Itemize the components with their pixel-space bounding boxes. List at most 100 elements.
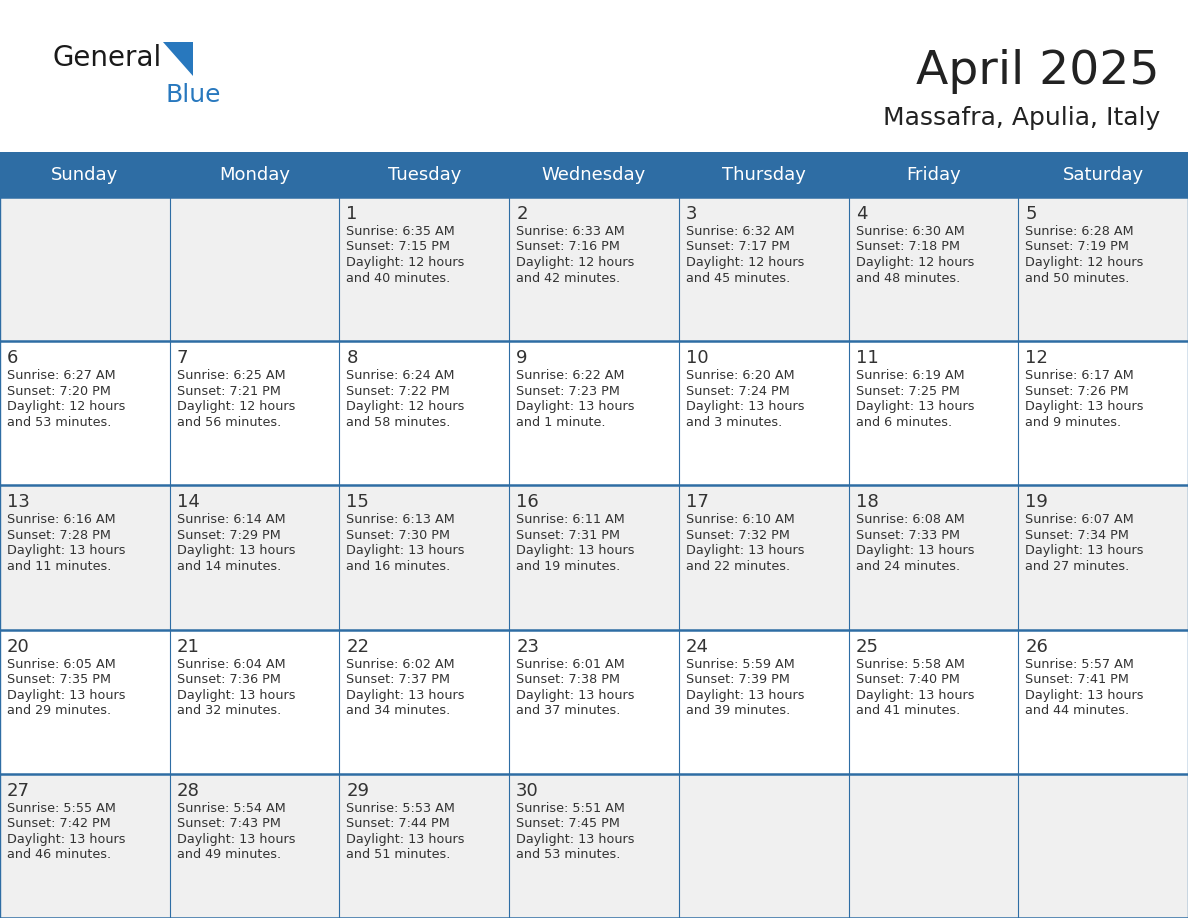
Text: Daylight: 12 hours: Daylight: 12 hours [855,256,974,269]
Text: and 9 minutes.: and 9 minutes. [1025,416,1121,429]
Bar [0,630,1188,774]
Text: Daylight: 12 hours: Daylight: 12 hours [7,400,126,413]
Text: Daylight: 13 hours: Daylight: 13 hours [7,544,126,557]
Bar [0,774,1188,918]
Text: 6: 6 [7,349,18,367]
Text: and 45 minutes.: and 45 minutes. [685,272,790,285]
Text: and 53 minutes.: and 53 minutes. [7,416,112,429]
Text: Sunset: 7:32 PM: Sunset: 7:32 PM [685,529,790,542]
Text: Sunrise: 6:16 AM: Sunrise: 6:16 AM [7,513,115,526]
Text: 28: 28 [177,782,200,800]
Text: Daylight: 13 hours: Daylight: 13 hours [347,544,465,557]
Text: Daylight: 13 hours: Daylight: 13 hours [7,833,126,845]
Text: and 51 minutes.: and 51 minutes. [347,848,450,861]
Text: Sunset: 7:45 PM: Sunset: 7:45 PM [516,817,620,830]
Text: and 14 minutes.: and 14 minutes. [177,560,282,573]
Text: Daylight: 13 hours: Daylight: 13 hours [685,400,804,413]
Text: 19: 19 [1025,493,1048,511]
Text: Sunrise: 6:25 AM: Sunrise: 6:25 AM [177,369,285,382]
Text: Daylight: 12 hours: Daylight: 12 hours [347,256,465,269]
Text: and 49 minutes.: and 49 minutes. [177,848,280,861]
Text: and 46 minutes.: and 46 minutes. [7,848,112,861]
Text: Sunset: 7:21 PM: Sunset: 7:21 PM [177,385,280,397]
Text: Sunrise: 6:04 AM: Sunrise: 6:04 AM [177,657,285,671]
Text: Sunset: 7:25 PM: Sunset: 7:25 PM [855,385,960,397]
Text: 17: 17 [685,493,709,511]
Text: Daylight: 12 hours: Daylight: 12 hours [347,400,465,413]
Text: 29: 29 [347,782,369,800]
Text: Thursday: Thursday [722,165,805,184]
Text: and 3 minutes.: and 3 minutes. [685,416,782,429]
Text: April 2025: April 2025 [916,50,1159,95]
Text: 23: 23 [516,638,539,655]
Text: Sunrise: 6:28 AM: Sunrise: 6:28 AM [1025,225,1133,238]
Text: and 24 minutes.: and 24 minutes. [855,560,960,573]
Text: Daylight: 13 hours: Daylight: 13 hours [855,688,974,701]
Text: Daylight: 12 hours: Daylight: 12 hours [1025,256,1144,269]
Text: Sunrise: 6:24 AM: Sunrise: 6:24 AM [347,369,455,382]
Text: 9: 9 [516,349,527,367]
Text: Sunrise: 5:55 AM: Sunrise: 5:55 AM [7,801,116,815]
Text: and 37 minutes.: and 37 minutes. [516,704,620,717]
Text: Sunset: 7:36 PM: Sunset: 7:36 PM [177,673,280,686]
Text: Sunset: 7:22 PM: Sunset: 7:22 PM [347,385,450,397]
Text: Sunrise: 6:08 AM: Sunrise: 6:08 AM [855,513,965,526]
Text: Daylight: 12 hours: Daylight: 12 hours [177,400,295,413]
Bar [0,197,1188,341]
Text: Sunset: 7:20 PM: Sunset: 7:20 PM [7,385,110,397]
Text: Daylight: 12 hours: Daylight: 12 hours [685,256,804,269]
Text: Daylight: 13 hours: Daylight: 13 hours [347,833,465,845]
Text: and 58 minutes.: and 58 minutes. [347,416,450,429]
Text: Sunset: 7:38 PM: Sunset: 7:38 PM [516,673,620,686]
Text: and 32 minutes.: and 32 minutes. [177,704,282,717]
Text: Sunset: 7:34 PM: Sunset: 7:34 PM [1025,529,1129,542]
Text: Sunset: 7:42 PM: Sunset: 7:42 PM [7,817,110,830]
Text: and 27 minutes.: and 27 minutes. [1025,560,1130,573]
Text: 26: 26 [1025,638,1048,655]
Text: Daylight: 13 hours: Daylight: 13 hours [516,688,634,701]
Text: Massafra, Apulia, Italy: Massafra, Apulia, Italy [883,106,1159,130]
Text: and 48 minutes.: and 48 minutes. [855,272,960,285]
Text: 24: 24 [685,638,709,655]
Text: Sunset: 7:43 PM: Sunset: 7:43 PM [177,817,280,830]
Text: Sunrise: 6:32 AM: Sunrise: 6:32 AM [685,225,795,238]
Text: 25: 25 [855,638,879,655]
Text: Friday: Friday [906,165,961,184]
Text: and 53 minutes.: and 53 minutes. [516,848,620,861]
Text: and 39 minutes.: and 39 minutes. [685,704,790,717]
Text: Sunset: 7:30 PM: Sunset: 7:30 PM [347,529,450,542]
Text: Daylight: 13 hours: Daylight: 13 hours [177,688,295,701]
Text: and 29 minutes.: and 29 minutes. [7,704,112,717]
Text: Sunset: 7:26 PM: Sunset: 7:26 PM [1025,385,1129,397]
Bar [0,152,1188,197]
Text: and 16 minutes.: and 16 minutes. [347,560,450,573]
Text: Daylight: 13 hours: Daylight: 13 hours [177,544,295,557]
Text: Daylight: 12 hours: Daylight: 12 hours [516,256,634,269]
Text: 11: 11 [855,349,878,367]
Text: 7: 7 [177,349,188,367]
Text: Sunset: 7:19 PM: Sunset: 7:19 PM [1025,241,1129,253]
Text: Sunset: 7:35 PM: Sunset: 7:35 PM [7,673,110,686]
Text: 5: 5 [1025,205,1037,223]
Text: and 6 minutes.: and 6 minutes. [855,416,952,429]
Text: Daylight: 13 hours: Daylight: 13 hours [516,833,634,845]
Text: Sunrise: 5:51 AM: Sunrise: 5:51 AM [516,801,625,815]
Text: Sunrise: 6:19 AM: Sunrise: 6:19 AM [855,369,965,382]
Text: Daylight: 13 hours: Daylight: 13 hours [1025,400,1144,413]
Text: Blue: Blue [165,83,221,107]
Text: Daylight: 13 hours: Daylight: 13 hours [177,833,295,845]
Text: Sunset: 7:31 PM: Sunset: 7:31 PM [516,529,620,542]
Text: Tuesday: Tuesday [387,165,461,184]
Text: 15: 15 [347,493,369,511]
Polygon shape [163,42,192,76]
Text: 21: 21 [177,638,200,655]
Text: Sunrise: 6:11 AM: Sunrise: 6:11 AM [516,513,625,526]
Text: Daylight: 13 hours: Daylight: 13 hours [347,688,465,701]
Text: Sunrise: 6:05 AM: Sunrise: 6:05 AM [7,657,115,671]
Text: Daylight: 13 hours: Daylight: 13 hours [855,544,974,557]
Text: 22: 22 [347,638,369,655]
Text: Daylight: 13 hours: Daylight: 13 hours [7,688,126,701]
Text: Sunrise: 6:30 AM: Sunrise: 6:30 AM [855,225,965,238]
Text: and 1 minute.: and 1 minute. [516,416,606,429]
Text: and 44 minutes.: and 44 minutes. [1025,704,1130,717]
